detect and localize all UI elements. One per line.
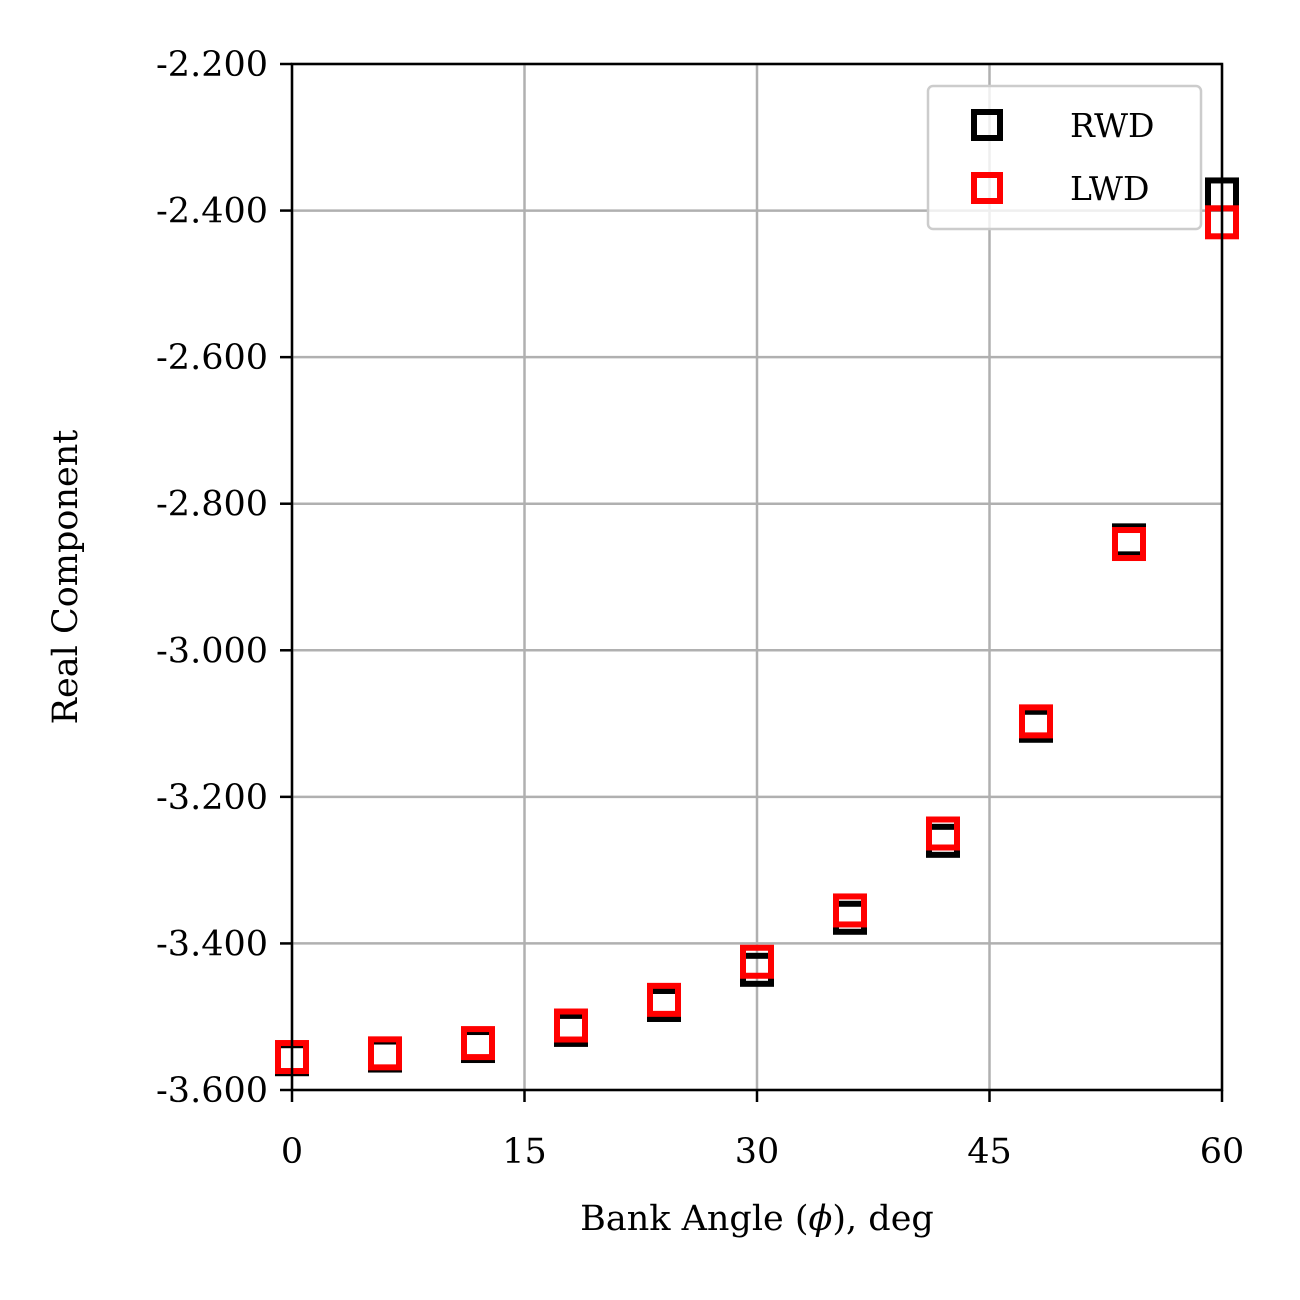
- x-tick-label: 30: [735, 1132, 780, 1172]
- data-point-lwd: [1112, 527, 1146, 562]
- y-axis-label: Real Component: [46, 430, 86, 725]
- grid: [290, 62, 1224, 1092]
- legend: RWD LWD: [926, 84, 1203, 231]
- data-point-lwd: [554, 1008, 588, 1043]
- legend-marker-lwd: [971, 172, 1003, 204]
- y-tick-label: -2.800: [156, 485, 268, 525]
- x-tick-label: 60: [1200, 1132, 1245, 1172]
- x-tick-label: 0: [281, 1132, 303, 1172]
- y-tick-label: -2.400: [156, 192, 268, 232]
- y-tick-label: -3.400: [156, 924, 268, 964]
- data-point-lwd: [833, 893, 867, 928]
- y-tick-label: -3.600: [156, 1071, 268, 1111]
- x-axis-label-suffix: ), deg: [832, 1199, 933, 1239]
- y-tick-label: -2.600: [156, 338, 268, 378]
- data-point-lwd: [368, 1036, 402, 1071]
- x-tick-label: 15: [502, 1132, 547, 1172]
- data-point-lwd: [647, 982, 681, 1017]
- data-point-lwd: [926, 816, 960, 851]
- y-tick-label: -2.200: [156, 45, 268, 85]
- x-axis-label-symbol: ϕ: [809, 1199, 833, 1239]
- y-tick-label: -3.000: [156, 631, 268, 671]
- data-point-lwd: [461, 1026, 495, 1061]
- x-tick-label: 45: [967, 1132, 1012, 1172]
- axis-ticks: 0 15 30 45 60 -3.600 -3.400 -3.200 -3.000 -2.800 -…: [156, 45, 1244, 1172]
- data-point-lwd: [1019, 704, 1053, 739]
- x-axis-label: Bank Angle (ϕ), deg: [580, 1199, 934, 1239]
- legend-marker-rwd: [971, 109, 1003, 141]
- legend-label-rwd: RWD: [1070, 106, 1155, 145]
- legend-label-lwd: LWD: [1070, 169, 1149, 208]
- data-point-lwd: [740, 944, 774, 979]
- legend-box: [926, 84, 1203, 231]
- y-tick-label: -3.200: [156, 778, 268, 818]
- x-axis-label-prefix: Bank Angle (: [580, 1199, 808, 1239]
